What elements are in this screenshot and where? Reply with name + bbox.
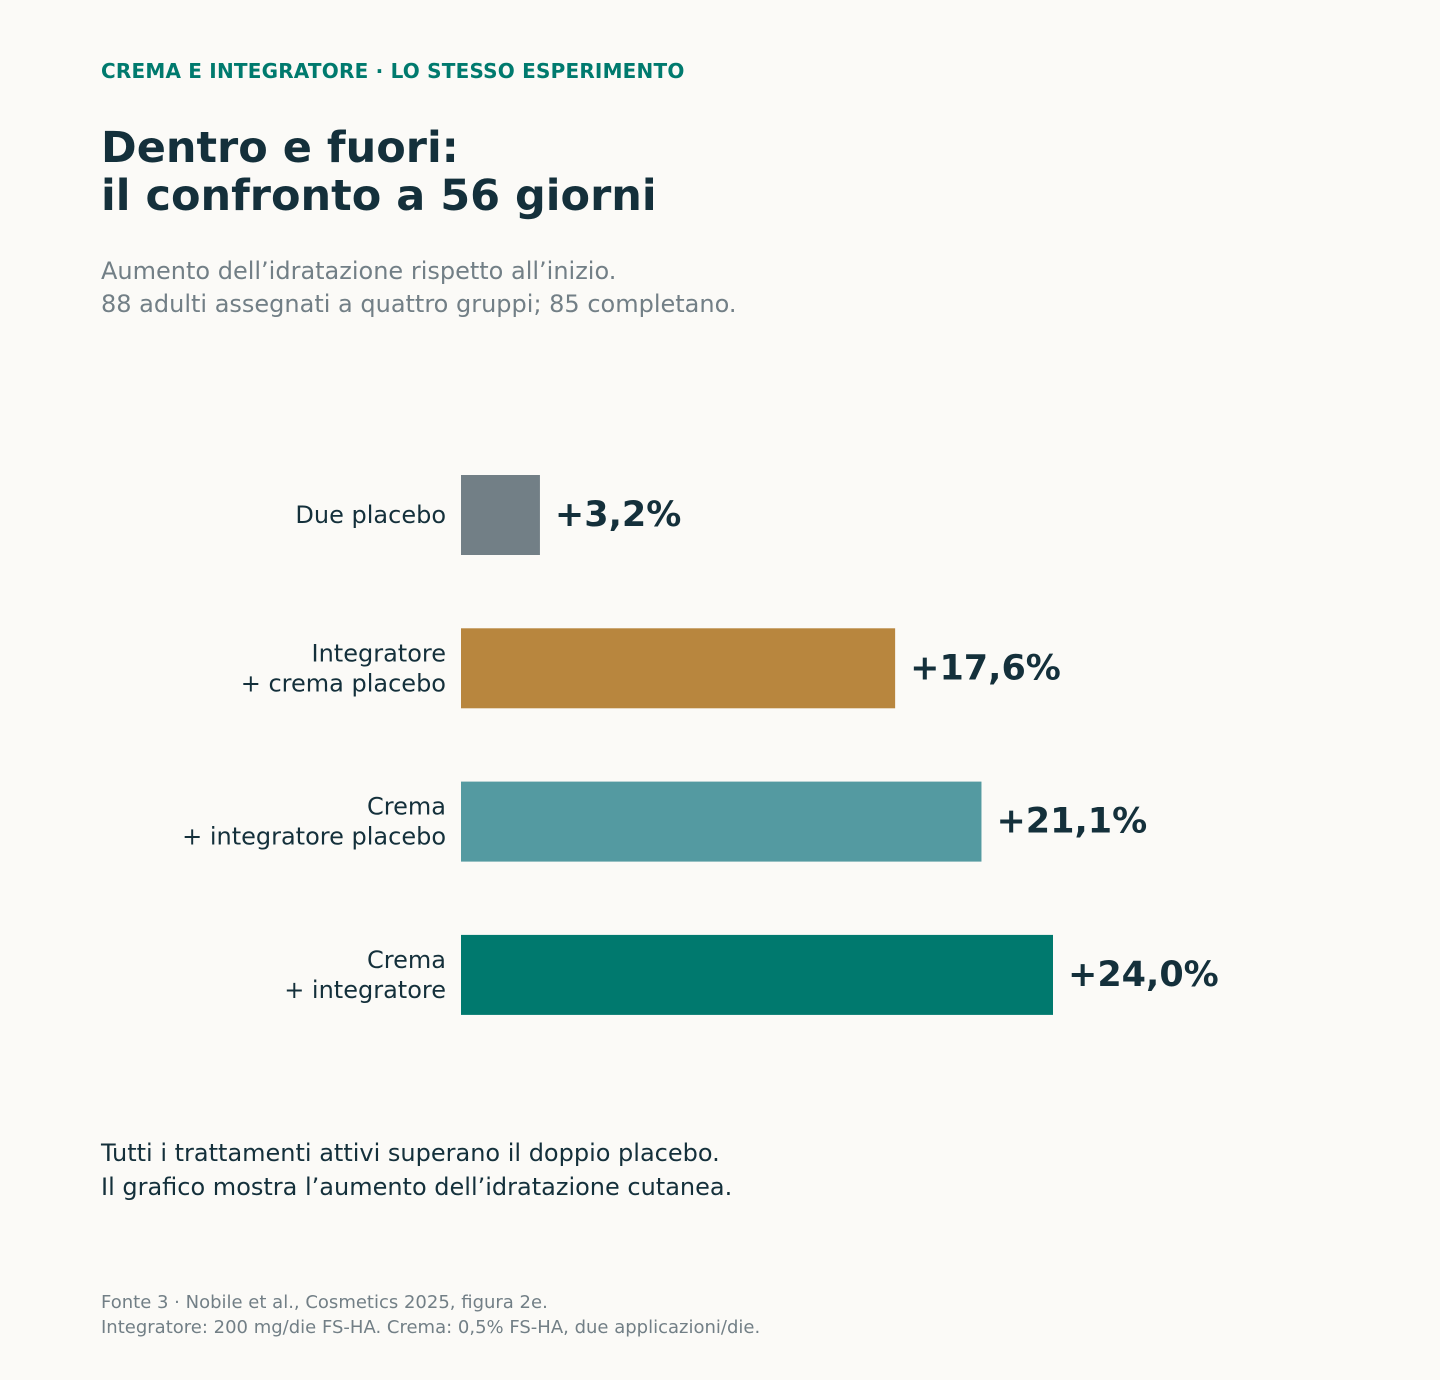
value-label-2: +17,6% (910, 648, 1061, 688)
chart-note-line-1: Tutti i trattamenti attivi superano il d… (101, 1139, 720, 1167)
eyebrow-label: CREMA E INTEGRATORE · LO STESSO ESPERIME… (101, 59, 685, 83)
chart-note-line-2: Il grafico mostra l’aumento dell’idrataz… (101, 1173, 733, 1201)
hydration-bar-chart: +3,2% Due placebo +17,6% Integratore+ crema… (182, 475, 1219, 1015)
chart-title-line-2: il confronto a 56 giorni (101, 171, 657, 221)
chart-source-line-1: Fonte 3 · Nobile et al., Cosmetics 2025,… (101, 1292, 548, 1313)
category-label-1-line-1: Due placebo (295, 501, 446, 529)
value-label-3: +21,1% (996, 802, 1147, 842)
bar-1 (461, 475, 540, 555)
chart-source-line-2: Integratore: 200 mg/die FS-HA. Crema: 0,… (101, 1317, 761, 1338)
chart-subtitle-line-2: 88 adulti assegnati a quattro gruppi; 85… (101, 290, 737, 318)
chart-subtitle-line-1: Aumento dell’idratazione rispetto all’in… (101, 257, 617, 285)
chart-title: Dentro e fuori: il confronto a 56 giorni (101, 124, 657, 220)
bar-4 (461, 934, 1053, 1015)
category-label-2-line-2: + crema placebo (241, 669, 446, 697)
chart-source: Fonte 3 · Nobile et al., Cosmetics 2025,… (101, 1290, 760, 1340)
bar-2 (461, 628, 896, 709)
chart-title-line-1: Dentro e fuori: (101, 123, 459, 173)
chart-subtitle: Aumento dell’idratazione rispetto all’in… (101, 255, 736, 321)
value-label-1: +3,2% (555, 495, 681, 535)
bar-3 (461, 781, 982, 862)
category-label-4-line-2: + integratore (284, 976, 446, 1004)
category-label-4-line-1: Crema (367, 946, 446, 974)
category-label-3-line-1: Crema (367, 793, 446, 821)
value-label-4: +24,0% (1068, 955, 1219, 995)
category-label-2-line-1: Integratore (312, 639, 446, 667)
category-label-3-line-2: + integratore placebo (182, 823, 446, 851)
chart-note: Tutti i trattamenti attivi superano il d… (101, 1136, 732, 1204)
